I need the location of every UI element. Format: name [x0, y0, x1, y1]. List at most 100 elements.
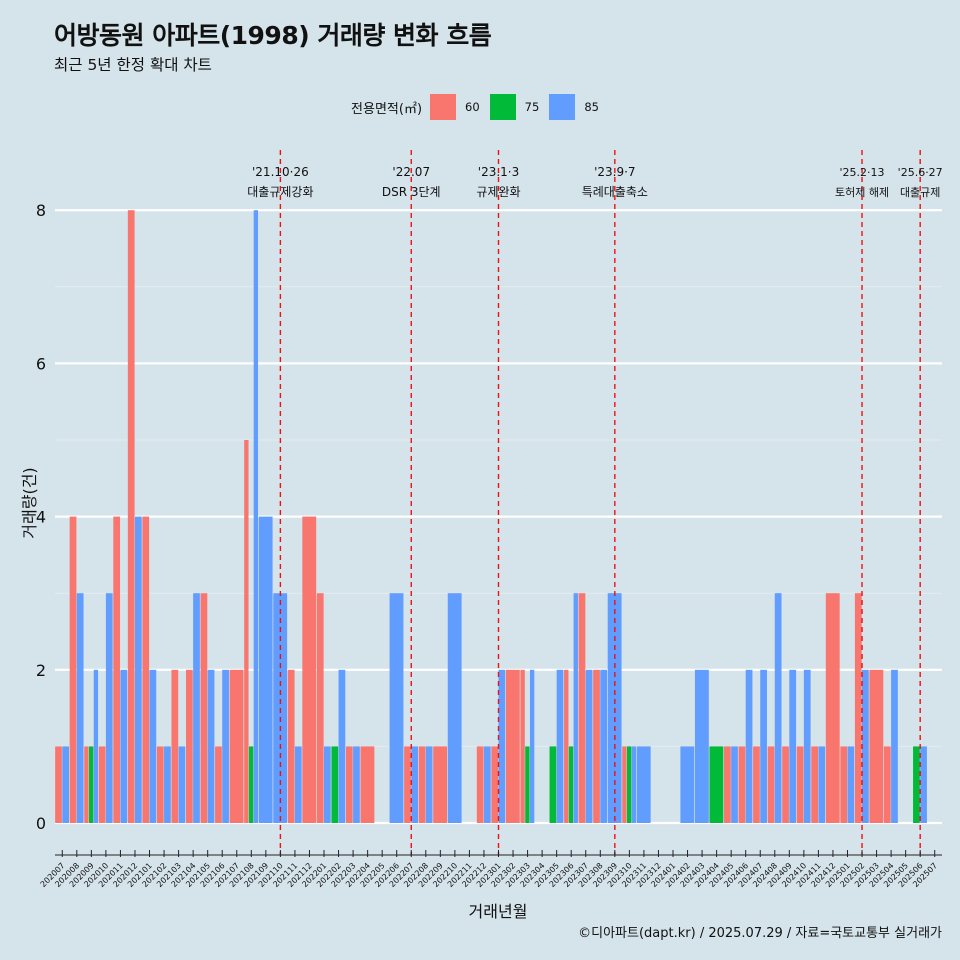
- event-date: '22.07: [392, 165, 430, 179]
- bar-202107-60: [229, 669, 244, 823]
- event-label: DSR 3단계: [382, 185, 441, 199]
- bar-202108-60: [244, 440, 249, 823]
- bar-202101-85: [149, 669, 157, 823]
- y-tick-label: 4: [36, 508, 46, 527]
- legend-item-75: 75: [489, 94, 540, 120]
- event-label: 대출규제강화: [247, 185, 313, 199]
- chart-subtitle: 최근 5년 한정 확대 차트: [54, 56, 212, 74]
- bar-202212-85: [483, 746, 491, 823]
- y-tick-label: 0: [36, 814, 46, 833]
- event-markers: '21.10·26 대출규제강화 '22.07 DSR 3단계 '23.1·3 규제완화 '…: [247, 150, 943, 855]
- bar-202012-85: [134, 516, 142, 823]
- x-axis-label: 거래년월: [468, 902, 528, 921]
- bars: [55, 210, 927, 823]
- bar-202301-60: [491, 746, 499, 823]
- caption: ©디아파트(dapt.kr) / 2025.07.29 / 자료=국토교통부 실…: [578, 926, 942, 941]
- y-axis: 0 2 4 6 8: [36, 201, 46, 833]
- bar-202408-85: [774, 593, 782, 823]
- bar-202111-60: [287, 669, 295, 823]
- bar-202303-75: [525, 746, 530, 823]
- bar-202104-85: [193, 593, 200, 823]
- bar-202103-85: [178, 746, 186, 823]
- bar-202405-85: [731, 746, 738, 823]
- bar-202009-85: [93, 669, 99, 823]
- event-label: 토허제 해제: [835, 185, 889, 199]
- legend-swatch-60: [430, 94, 457, 120]
- bar-202204-60: [360, 746, 375, 823]
- bar-202409-85: [789, 669, 797, 823]
- chart-title: 어방동원 아파트(1998) 거래량 변화 흐름: [54, 21, 492, 50]
- bar-202109-85: [258, 516, 273, 823]
- bar-202106-85: [222, 669, 229, 823]
- bar-202007-85: [62, 746, 69, 823]
- bar-202202-85: [338, 669, 346, 823]
- bar-202410-85: [803, 669, 811, 823]
- event-date: '25.6·27: [898, 166, 943, 179]
- bar-202506-85: [920, 746, 927, 823]
- bar-202406-60: [738, 746, 746, 823]
- bar-202402-85: [680, 746, 695, 823]
- bar-202102-85: [164, 746, 171, 823]
- bar-202310-75: [626, 746, 632, 823]
- bar-202010-60: [98, 746, 106, 823]
- event-label: 규제완화: [476, 185, 520, 199]
- event-date: '21.10·26: [252, 165, 309, 179]
- bar-202503-60: [869, 669, 884, 823]
- bar-202203-60: [345, 746, 353, 823]
- legend-swatch-75: [489, 94, 516, 120]
- bar-202301-85: [498, 669, 506, 823]
- bar-202207-85: [411, 746, 418, 823]
- legend-item-60: 60: [430, 94, 480, 120]
- bar-202311-85: [636, 746, 651, 823]
- bar-202408-60: [767, 746, 775, 823]
- bar-202103-60: [171, 669, 179, 823]
- bar-202501-60: [840, 746, 848, 823]
- bar-202210-85: [447, 593, 462, 823]
- bar-202502-85: [862, 669, 869, 823]
- bar-202506-75: [913, 746, 920, 823]
- bar-202504-85: [891, 669, 898, 823]
- bar-202501-85: [847, 746, 855, 823]
- bar-202207-60: [404, 746, 411, 823]
- bar-202407-60: [753, 746, 760, 823]
- bar-202203-85: [353, 746, 360, 823]
- bar-202412-60: [825, 593, 840, 823]
- bar-202105-60: [200, 593, 208, 823]
- bar-202209-60: [433, 746, 448, 823]
- bar-202504-60: [883, 746, 891, 823]
- bar-202405-60: [724, 746, 731, 823]
- bar-202307-60: [578, 593, 586, 823]
- bar-202102-60: [156, 746, 164, 823]
- bar-202208-60: [418, 746, 426, 823]
- bar-202502-60: [854, 593, 862, 823]
- bar-202303-60: [520, 669, 525, 823]
- legend-label-60: 60: [465, 100, 480, 114]
- event-date: '25.2·13: [840, 166, 885, 179]
- bar-202009-75: [88, 746, 94, 823]
- bar-202306-75: [568, 746, 574, 823]
- event-date: '23.1·3: [478, 165, 519, 179]
- bar-202310-60: [622, 746, 627, 823]
- bar-202306-60: [564, 669, 569, 823]
- bar-202106-60: [215, 746, 222, 823]
- y-tick-label: 8: [36, 201, 46, 220]
- legend-title: 전용면적(㎡): [351, 101, 423, 117]
- bar-202009-60: [84, 746, 89, 823]
- bar-202406-85: [745, 669, 753, 823]
- bar-202303-85: [529, 669, 535, 823]
- bar-202411-60: [811, 746, 819, 823]
- bar-202407-85: [760, 669, 767, 823]
- bar-202409-60: [782, 746, 789, 823]
- bar-202308-60: [593, 669, 600, 823]
- legend-label-85: 85: [584, 100, 599, 114]
- bar-202202-75: [331, 746, 339, 823]
- bar-202104-60: [186, 669, 193, 823]
- bar-202008-60: [69, 516, 77, 823]
- bar-202206-85: [389, 593, 404, 823]
- bar-202403-85: [694, 669, 709, 823]
- bar-202411-85: [818, 746, 826, 823]
- bar-202410-60: [796, 746, 804, 823]
- bar-202307-85: [585, 669, 593, 823]
- bar-202010-85: [105, 593, 113, 823]
- legend-label-75: 75: [524, 100, 540, 114]
